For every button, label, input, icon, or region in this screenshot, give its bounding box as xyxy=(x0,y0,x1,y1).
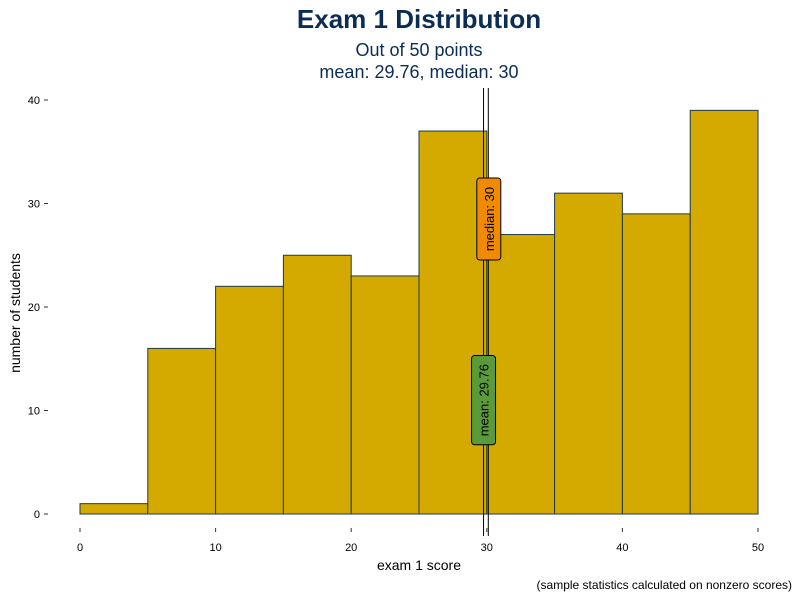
y-tick-label: 40 xyxy=(28,95,40,107)
x-axis: 0 10 20 30 40 50 xyxy=(77,528,764,554)
histogram-bar-40-45 xyxy=(621,213,691,515)
histogram-bar-35-40 xyxy=(554,192,623,515)
y-tick-label: 30 xyxy=(28,199,40,211)
chart-subtitle-stats: mean: 29.76, median: 30 xyxy=(319,62,519,82)
mean-label-text: mean: 29.76 xyxy=(477,364,492,436)
x-tick-label: 10 xyxy=(209,542,221,554)
x-tick-label: 20 xyxy=(345,542,357,554)
histogram-bar-10-15 xyxy=(215,285,284,515)
y-tick-label: 20 xyxy=(28,302,40,314)
histogram-bar-20-25 xyxy=(350,275,420,515)
mean-label-box xyxy=(471,355,497,446)
x-axis-label: exam 1 score xyxy=(377,557,461,573)
histogram-bar-0-5 xyxy=(79,503,149,515)
chart-title: Exam 1 Distribution xyxy=(296,4,542,34)
median-label-text: median: 30 xyxy=(482,187,497,251)
y-tick-label: 10 xyxy=(28,406,40,418)
histogram-bar-45-50 xyxy=(689,109,759,515)
reference-lines: median: 30 mean: 29.76 xyxy=(471,88,502,536)
chart-caption: (sample statistics calculated on nonzero… xyxy=(537,578,792,592)
y-axis-label: number of students xyxy=(7,253,23,373)
x-tick-label: 40 xyxy=(616,542,628,554)
histogram-bar-25-30 xyxy=(418,130,488,515)
x-tick-label: 0 xyxy=(77,542,83,554)
mean-label: mean: 29.76 xyxy=(471,355,497,446)
chart-subtitle-points: Out of 50 points xyxy=(355,40,483,60)
histogram-bar-30-35 xyxy=(486,234,556,515)
y-axis: 0 10 20 30 40 xyxy=(28,95,48,521)
x-tick-label: 30 xyxy=(481,542,493,554)
median-label-box xyxy=(476,177,502,261)
histogram-bar-5-10 xyxy=(147,347,217,515)
histogram-bars xyxy=(79,109,759,515)
histogram-bar-15-20 xyxy=(282,254,352,515)
y-tick-label: 0 xyxy=(34,509,40,521)
median-label: median: 30 xyxy=(476,177,502,261)
x-tick-label: 50 xyxy=(752,542,764,554)
